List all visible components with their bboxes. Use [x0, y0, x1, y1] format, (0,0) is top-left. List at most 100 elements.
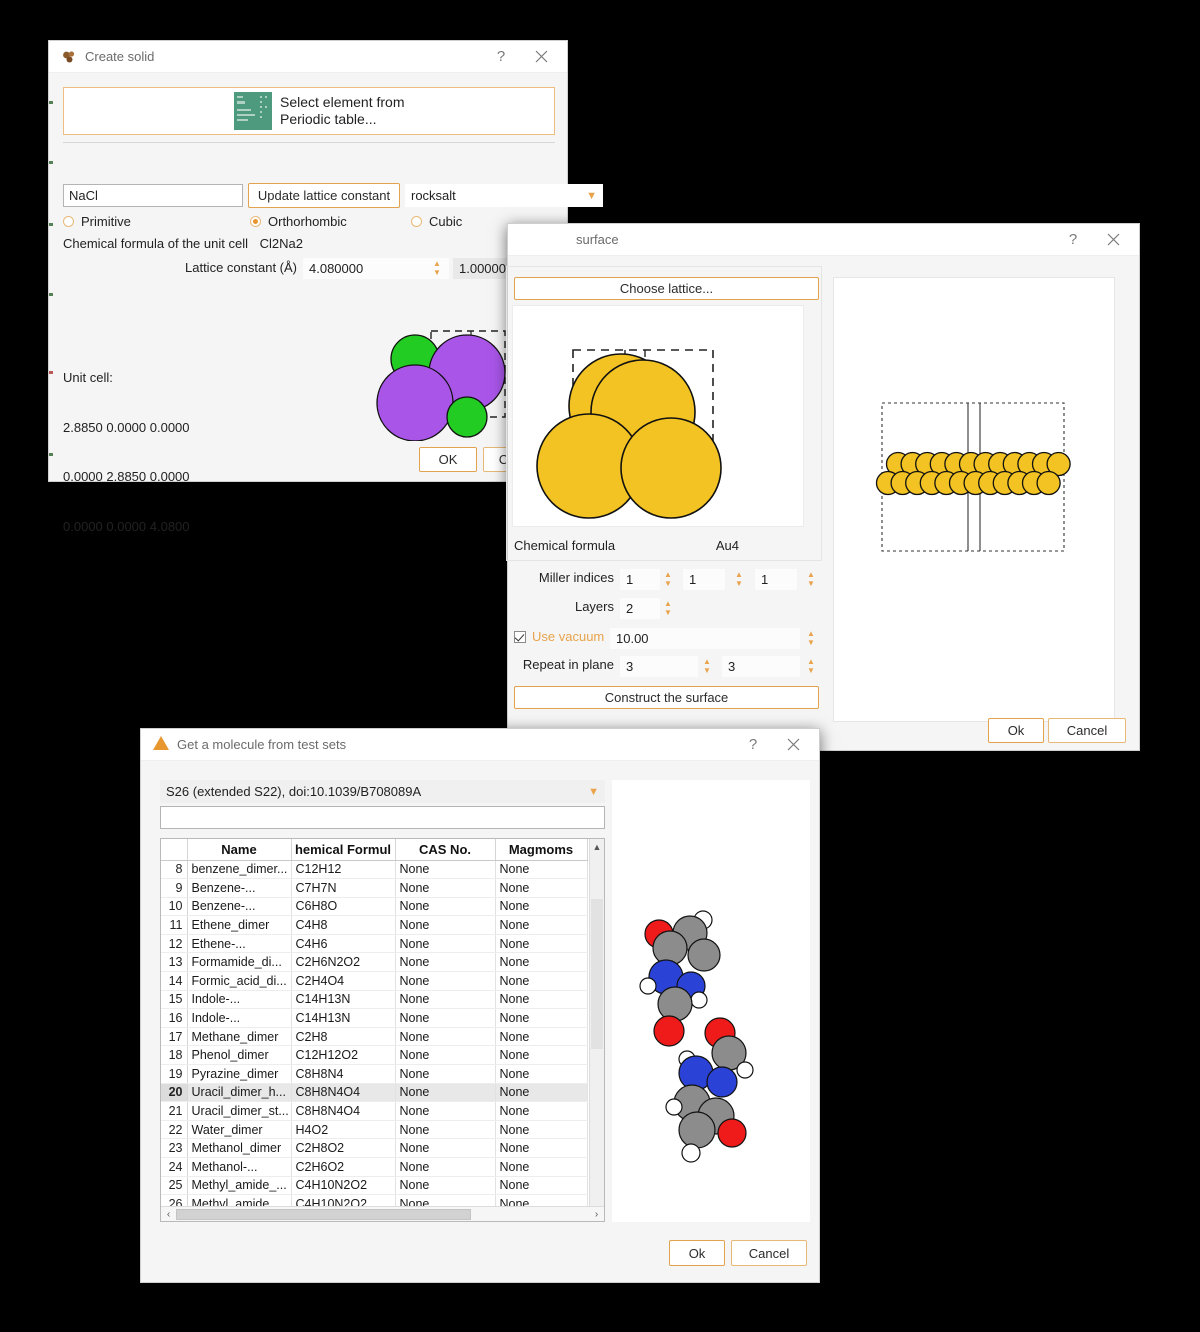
cell-cas: None [395, 971, 496, 991]
molecule-titlebar: Get a molecule from test sets ? [141, 729, 819, 761]
table-row[interactable]: 10 Benzene-... C6H8O None None [161, 897, 588, 917]
scroll-right-icon[interactable]: › [594, 1208, 599, 1220]
cell-name: Indole-... [187, 990, 292, 1010]
repeat-1-stepper[interactable]: ▲ ▼ [807, 657, 815, 675]
choose-lattice-button[interactable]: Choose lattice... [514, 277, 819, 300]
cell-cas: None [395, 934, 496, 954]
repeat-0-stepper[interactable]: ▲ ▼ [703, 657, 711, 675]
vscroll-thumb[interactable] [591, 899, 603, 1049]
update-lattice-constant-button[interactable]: Update lattice constant [248, 183, 400, 208]
molecule-3d-view[interactable] [612, 780, 810, 1222]
unit-cell-preview [349, 311, 569, 442]
close-icon[interactable] [521, 42, 561, 72]
table-row[interactable]: 19 Pyrazine_dimer C8H8N4 None None [161, 1064, 588, 1084]
table-row[interactable]: 9 Benzene-... C7H7N None None [161, 878, 588, 898]
table-row[interactable]: 23 Methanol_dimer C2H8O2 None None [161, 1138, 588, 1158]
scroll-left-icon[interactable]: ‹ [166, 1208, 171, 1220]
formula-input[interactable]: NaCl [63, 184, 243, 207]
table-row[interactable]: 21 Uracil_dimer_st... C8H8N4O4 None None [161, 1101, 588, 1121]
column-header-4[interactable]: Magmoms [495, 839, 588, 861]
lattice-constant-a-stepper[interactable]: ▲ ▼ [433, 259, 441, 277]
cell-cas: None [395, 860, 496, 880]
table-row[interactable]: 8 benzene_dimer... C12H12 None None [161, 860, 588, 880]
table-row[interactable]: 11 Ethene_dimer C4H8 None None [161, 915, 588, 935]
unit-cell-row-0: 2.8850 0.0000 0.0000 [63, 419, 190, 435]
column-header-3[interactable]: CAS No. [395, 839, 496, 861]
cell-idx: 15 [161, 990, 188, 1010]
construct-surface-button[interactable]: Construct the surface [514, 686, 819, 709]
surface-title: surface [576, 232, 619, 247]
table-row[interactable]: 26 Methyl_amide_... C4H10N2O2 None None [161, 1194, 588, 1206]
use-vacuum-checkbox[interactable]: Use vacuum [514, 629, 604, 644]
atom-nitrogen [706, 1066, 738, 1098]
radio-primitive[interactable]: Primitive [63, 214, 131, 229]
unit-cell-row-2: 0.0000 0.0000 4.0800 [63, 518, 190, 534]
repeat-0-input[interactable]: 3 [620, 656, 698, 677]
layers-stepper[interactable]: ▲ ▼ [664, 599, 672, 617]
layers-input[interactable]: 2 [620, 598, 660, 619]
help-icon[interactable]: ? [1068, 231, 1078, 248]
table-row[interactable]: 16 Indole-... C14H13N None None [161, 1008, 588, 1028]
table-row[interactable]: 17 Methane_dimer C2H8 None None [161, 1027, 588, 1047]
table-row[interactable]: 12 Ethene-... C4H6 None None [161, 934, 588, 954]
surface-preview [833, 277, 1115, 722]
miller-index-0-stepper[interactable]: ▲ ▼ [664, 570, 672, 588]
table-row[interactable]: 25 Methyl_amide_... C4H10N2O2 None None [161, 1176, 588, 1196]
search-input[interactable] [160, 806, 605, 829]
miller-index-1-input[interactable]: 1 [683, 569, 725, 590]
cell-formula: C2H4O4 [291, 971, 396, 991]
ok-button[interactable]: OK [419, 447, 477, 472]
scroll-up-icon[interactable]: ▲ [592, 841, 602, 852]
miller-index-2-input[interactable]: 1 [755, 569, 797, 590]
molecule-cancel-button[interactable]: Cancel [731, 1240, 807, 1266]
close-icon[interactable] [1093, 225, 1133, 255]
miller-index-2-stepper[interactable]: ▲ ▼ [807, 570, 815, 588]
cell-idx: 21 [161, 1101, 188, 1121]
table-row[interactable]: 24 Methanol-... C2H6O2 None None [161, 1157, 588, 1177]
help-icon[interactable]: ? [496, 48, 506, 65]
surface-chemical-formula-label: Chemical formula [514, 538, 616, 553]
column-header-1[interactable]: Name [187, 839, 292, 861]
table-row[interactable]: 18 Phenol_dimer C12H12O2 None None [161, 1045, 588, 1066]
help-icon[interactable]: ? [748, 736, 758, 753]
cell-idx: 20 [161, 1083, 188, 1103]
vacuum-input[interactable]: 10.00 [610, 628, 800, 649]
cell-idx: 9 [161, 878, 188, 898]
element-picker-button[interactable]: Select element from Periodic table... [63, 87, 555, 135]
cell-magmoms: None [495, 860, 588, 880]
structure-combo[interactable]: rocksalt ▼ [405, 184, 603, 207]
cell-idx: 17 [161, 1027, 188, 1047]
radio-orthorhombic[interactable]: Orthorhombic [250, 214, 347, 229]
chevron-down-icon: ▼ [586, 189, 597, 202]
testset-combo[interactable]: S26 (extended S22), doi:10.1039/B708089A… [160, 780, 605, 803]
table-row[interactable]: 13 Formamide_di... C2H6N2O2 None None [161, 952, 588, 973]
repeat-1-input[interactable]: 3 [722, 656, 800, 677]
molecule-ok-button[interactable]: Ok [669, 1240, 725, 1266]
vacuum-stepper[interactable]: ▲ ▼ [807, 629, 815, 647]
hscroll-thumb[interactable] [176, 1208, 471, 1220]
cell-magmoms: None [495, 1027, 588, 1047]
cell-name: Indole-... [187, 1008, 292, 1028]
cell-magmoms: None [495, 1083, 588, 1103]
atom-hydrogen [665, 1098, 683, 1116]
cell-idx: 16 [161, 1008, 188, 1028]
close-icon[interactable] [773, 730, 813, 760]
miller-index-0-input[interactable]: 1 [620, 569, 660, 590]
chemical-formula-label: Chemical formula of the unit cell [63, 236, 248, 251]
table-row[interactable]: 15 Indole-... C14H13N None None [161, 990, 588, 1010]
column-header-0[interactable] [161, 839, 188, 861]
radio-cubic[interactable]: Cubic [411, 214, 462, 229]
molecule-table[interactable]: Name hemical Formul CAS No. Magmoms 8 benzen… [160, 838, 605, 1222]
table-vertical-scrollbar[interactable]: ▲ ▼ [589, 839, 604, 1221]
lattice-constant-a-input[interactable]: 4.080000 [303, 258, 449, 279]
column-header-2[interactable]: hemical Formul [291, 839, 396, 861]
table-row[interactable]: 20 Uracil_dimer_h... C8H8N4O4 None None [161, 1083, 588, 1103]
table-horizontal-scrollbar[interactable]: ‹ › [161, 1206, 604, 1221]
chemical-formula-value: Cl2Na2 [259, 236, 303, 251]
ase-logo-icon [61, 49, 77, 65]
surface-cancel-button[interactable]: Cancel [1048, 718, 1126, 743]
miller-index-1-stepper[interactable]: ▲ ▼ [735, 570, 743, 588]
table-row[interactable]: 22 Water_dimer H4O2 None None [161, 1120, 588, 1140]
table-row[interactable]: 14 Formic_acid_di... C2H4O4 None None [161, 971, 588, 991]
surface-ok-button[interactable]: Ok [988, 718, 1044, 743]
